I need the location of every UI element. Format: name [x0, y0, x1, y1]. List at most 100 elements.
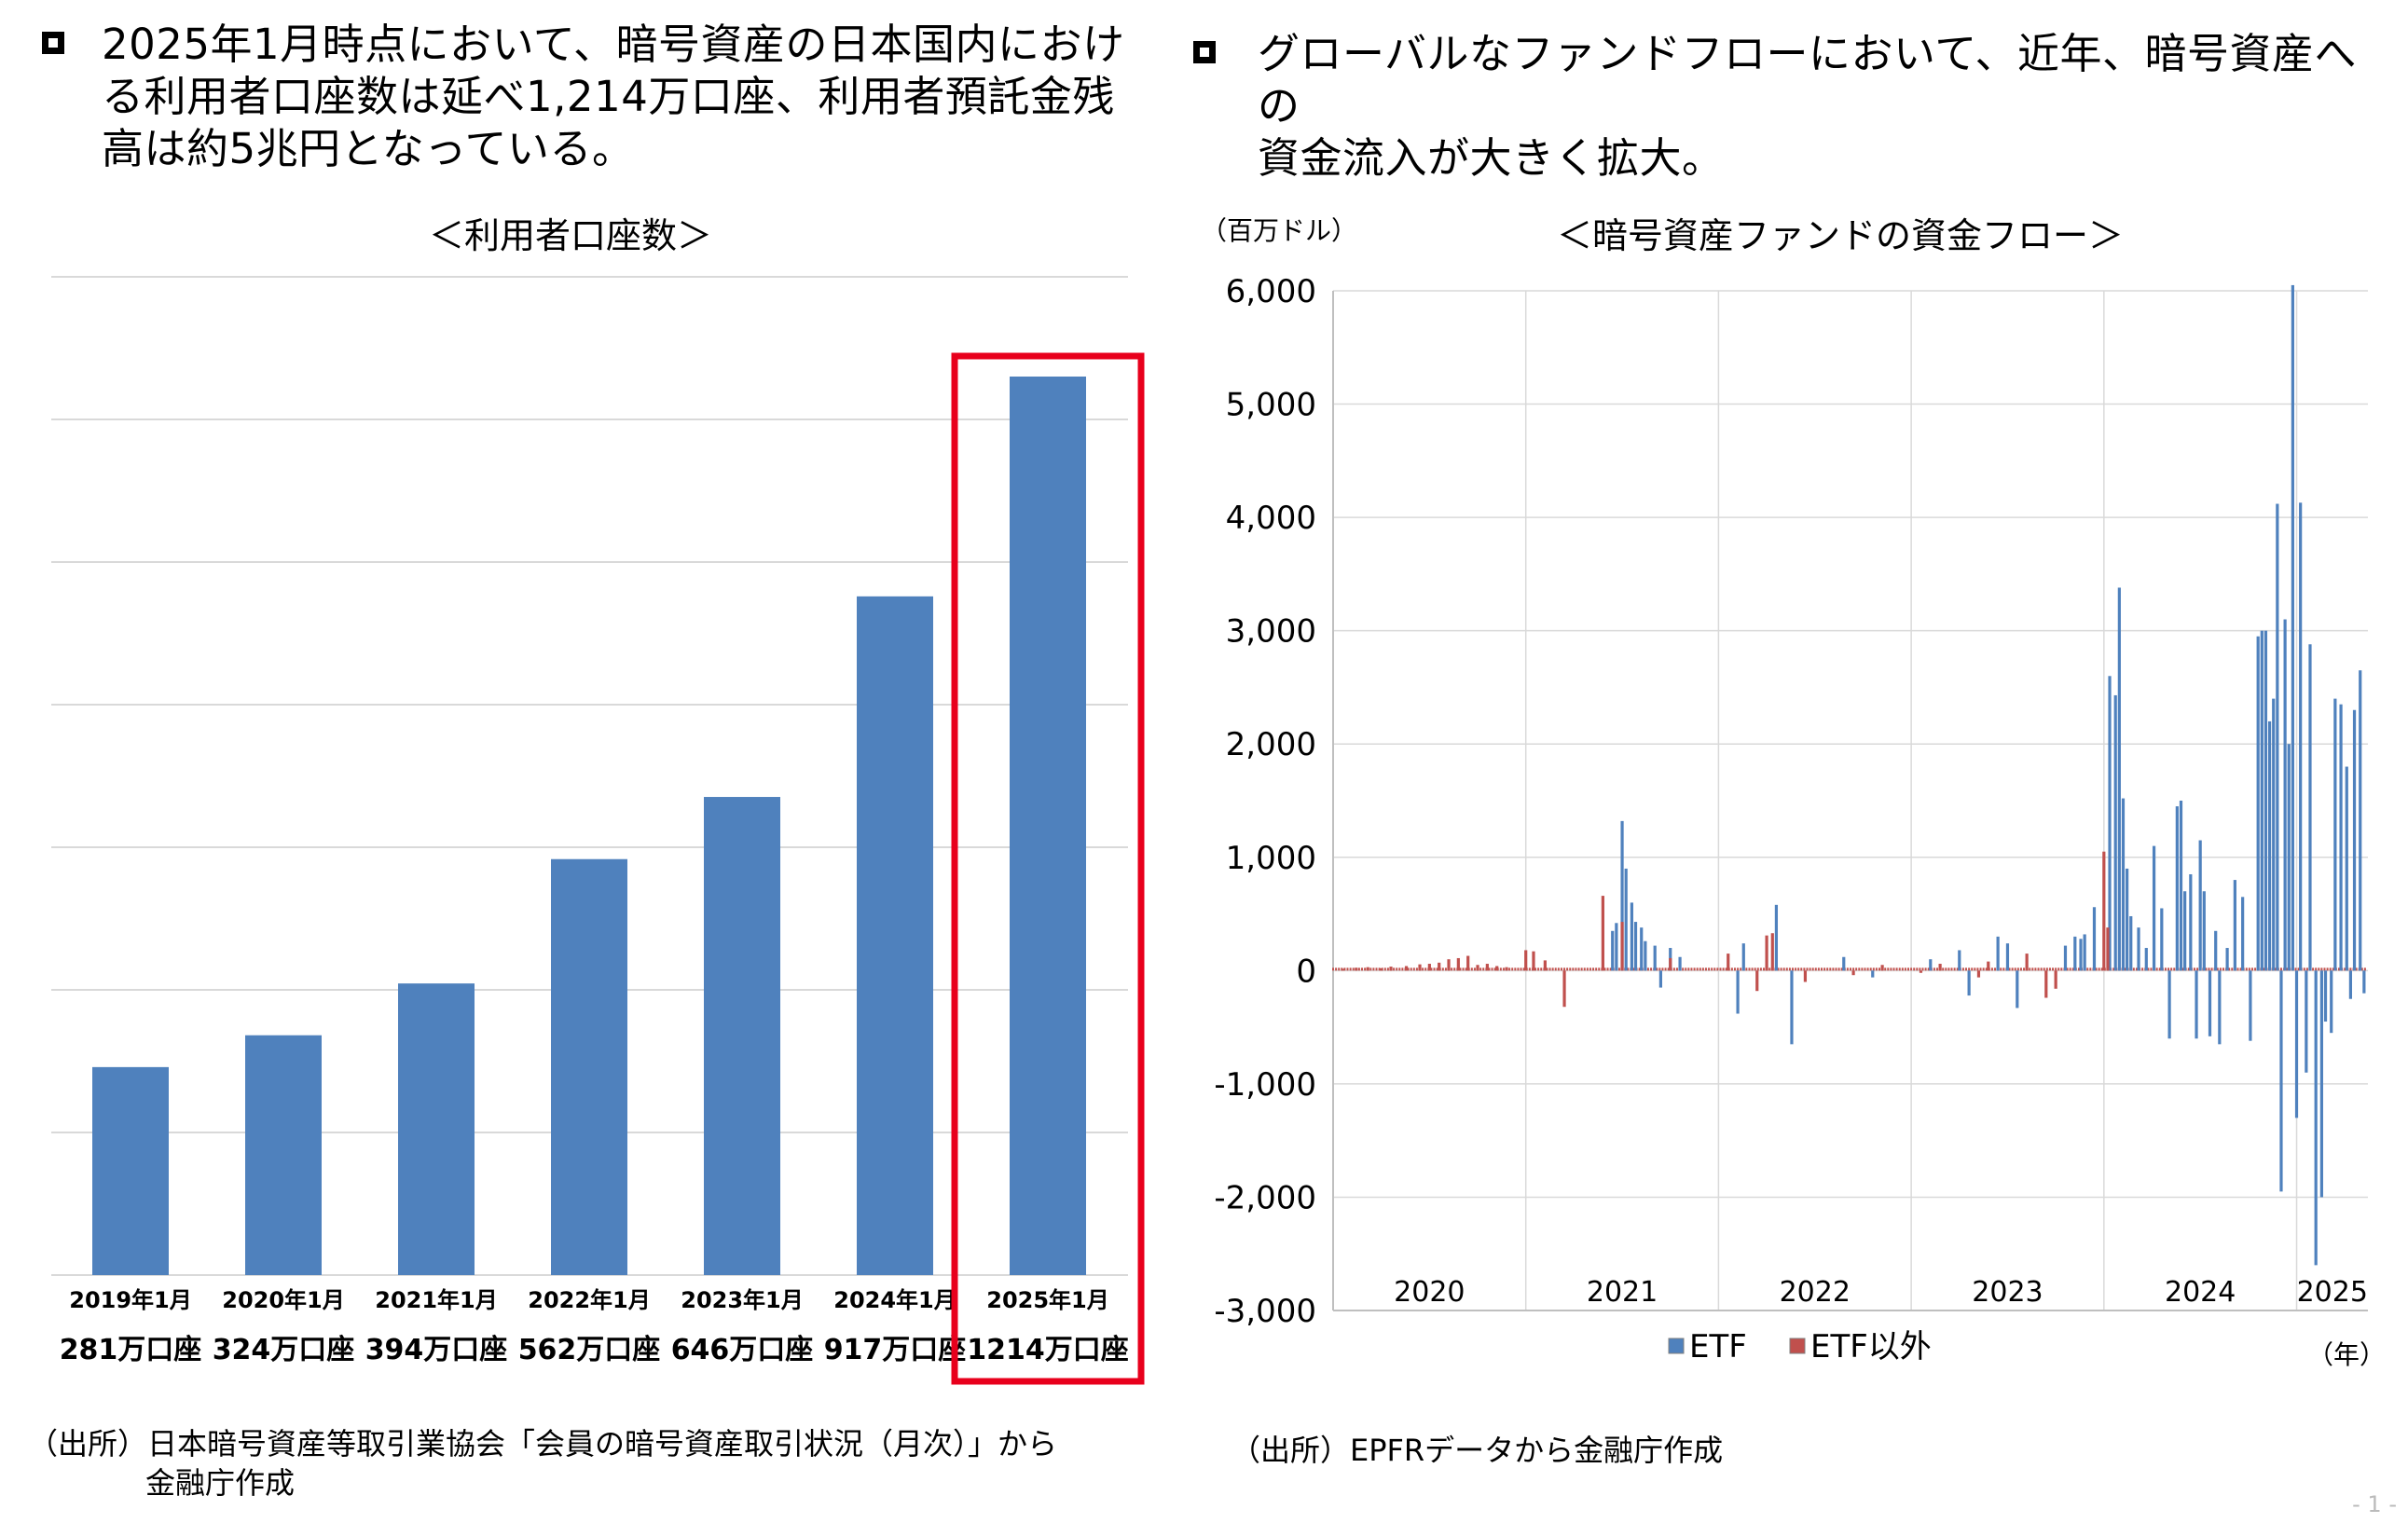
y-tick-label: 3,000	[1226, 613, 1316, 651]
non-etf-flow-bar	[1466, 955, 1470, 971]
non-etf-flow-bar	[1366, 967, 1369, 971]
non-etf-flow-bar	[2025, 954, 2029, 971]
etf-flow-bar	[2108, 676, 2112, 971]
etf-flow-bar	[2272, 698, 2276, 971]
etf-flow-bar	[2352, 709, 2357, 971]
etf-flow-bar	[1633, 922, 1638, 971]
etf-flow-bar	[2241, 897, 2245, 971]
non-etf-flow-bar	[2044, 970, 2048, 998]
bar	[92, 1066, 169, 1275]
non-etf-flow-bar	[1987, 961, 1990, 971]
etf-flow-bar	[2079, 939, 2083, 971]
value-label: 1214万口座	[967, 1334, 1129, 1366]
account-chart-title: ＜利用者口座数＞	[429, 215, 713, 256]
etf-flow-bar	[2362, 970, 2366, 994]
etf-flow-bar	[2314, 970, 2318, 1266]
category-label: 2025年1月	[986, 1287, 1109, 1313]
etf-flow-bar	[2283, 619, 2287, 971]
year-label: 2024	[2165, 1276, 2236, 1309]
etf-flow-bar	[1624, 868, 1628, 971]
non-etf-flow-bar	[1669, 957, 1672, 971]
etf-flow-bar	[2179, 801, 2183, 971]
etf-flow-bar	[2113, 694, 2117, 971]
etf-flow-bar	[1842, 956, 1846, 971]
etf-flow-bar	[2276, 503, 2279, 971]
etf-flow-bar	[2167, 970, 2171, 1039]
year-label: 2021	[1587, 1276, 1658, 1309]
non-etf-flow-bar	[1727, 954, 1730, 971]
etf-flow-bar	[1653, 945, 1657, 971]
non-etf-flow-bar	[1485, 964, 1489, 971]
etf-flow-bar	[2126, 868, 2129, 971]
non-etf-flow-bar	[2102, 851, 2106, 971]
non-etf-flow-bar	[1976, 970, 1981, 978]
flow-unit-label: （百万ドル）	[1201, 215, 1358, 246]
left-heading: 2025年1月時点において、暗号資産の日本国内におけ る利用者口座数は延べ1,2…	[42, 19, 1161, 175]
category-label: 2022年1月	[528, 1287, 651, 1313]
y-tick-label: 4,000	[1226, 500, 1316, 537]
right-heading-line-1: グローバルなファンドフローにおいて、近年、暗号資産への	[1258, 29, 2357, 130]
etf-flow-bar	[2198, 840, 2202, 971]
non-etf-flow-bar	[1765, 935, 1768, 971]
etf-flow-bar	[2189, 874, 2193, 971]
left-heading-line-1-end: け	[1082, 20, 1125, 69]
etf-flow-bar	[2195, 970, 2198, 1039]
category-label: 2020年1月	[222, 1287, 345, 1313]
fund-flow-chart: -3,000 -2,000 -1,000 0 1,000 2,000 3,000 4,000 5…	[1214, 273, 2368, 1365]
category-label: 2023年1月	[681, 1287, 804, 1313]
left-heading-text: 2025年1月時点において、暗号資産の日本国内におけ る利用者口座数は延べ1,2…	[102, 19, 1125, 175]
etf-flow-bar	[2249, 970, 2252, 1041]
category-label: 2019年1月	[69, 1287, 192, 1313]
value-label: 281万口座	[60, 1334, 202, 1366]
etf-flow-bar	[2305, 970, 2308, 1073]
etf-flow-bar	[1640, 927, 1644, 971]
etf-flow-bar	[2137, 927, 2140, 971]
etf-flow-bar	[1678, 956, 1682, 971]
non-etf-flow-bar	[1341, 968, 1344, 971]
non-etf-flow-bar	[1404, 966, 1409, 971]
etf-flow-bar	[2144, 948, 2148, 971]
etf-flow-bar	[2160, 908, 2164, 971]
non-etf-flow-bar	[1505, 967, 1508, 971]
flow-x-unit-label: （年）	[2307, 1339, 2387, 1370]
non-etf-flow-bar	[1418, 964, 1422, 971]
etf-flow-bar	[2294, 970, 2299, 1118]
year-label: 2022	[1780, 1276, 1851, 1309]
etf-flow-bar	[2092, 907, 2097, 971]
bar	[245, 1035, 322, 1275]
etf-flow-bar	[1871, 970, 1875, 978]
year-label: 2020	[1394, 1276, 1465, 1309]
etf-flow-bar	[2083, 934, 2086, 971]
non-etf-flow-bar	[1456, 957, 1460, 971]
non-etf-flow-bar	[1938, 964, 1942, 971]
etf-flow-bar	[1658, 970, 1662, 988]
etf-flow-bar	[1958, 950, 1961, 971]
category-label: 2021年1月	[375, 1287, 498, 1313]
value-label: 646万口座	[671, 1334, 814, 1366]
etf-flow-bar	[2225, 948, 2229, 971]
etf-flow-bar	[2233, 880, 2236, 971]
etf-flow-bar	[1741, 943, 1745, 971]
etf-flow-bar	[1774, 904, 1779, 971]
left-source-line-2: 金融庁作成	[145, 1465, 296, 1501]
non-etf-legend-label: ETF以外	[1810, 1328, 1932, 1365]
y-tick-label: 2,000	[1226, 726, 1316, 763]
bar	[551, 858, 627, 1275]
y-tick-label: -3,000	[1214, 1293, 1316, 1330]
etf-flow-bar	[1611, 930, 1615, 971]
bar	[398, 983, 475, 1275]
year-label: 2023	[1972, 1276, 2043, 1309]
non-etf-flow-bar	[1919, 970, 1923, 973]
non-etf-flow-bar	[1524, 950, 1528, 971]
etf-flow-bar	[2208, 970, 2212, 1036]
non-etf-legend-swatch	[1789, 1338, 1806, 1354]
year-label: 2025	[2297, 1276, 2368, 1309]
left-heading-line-3: 高は約5兆円となっている。	[102, 124, 635, 173]
non-etf-flow-bar	[1380, 967, 1383, 971]
non-etf-flow-bar	[1476, 965, 1479, 971]
etf-flow-bar	[2214, 930, 2218, 971]
etf-flow-bar	[1967, 970, 1971, 996]
etf-flow-bar	[1620, 820, 1624, 971]
square-bullet-icon	[42, 32, 64, 54]
etf-flow-bar	[2152, 845, 2156, 971]
